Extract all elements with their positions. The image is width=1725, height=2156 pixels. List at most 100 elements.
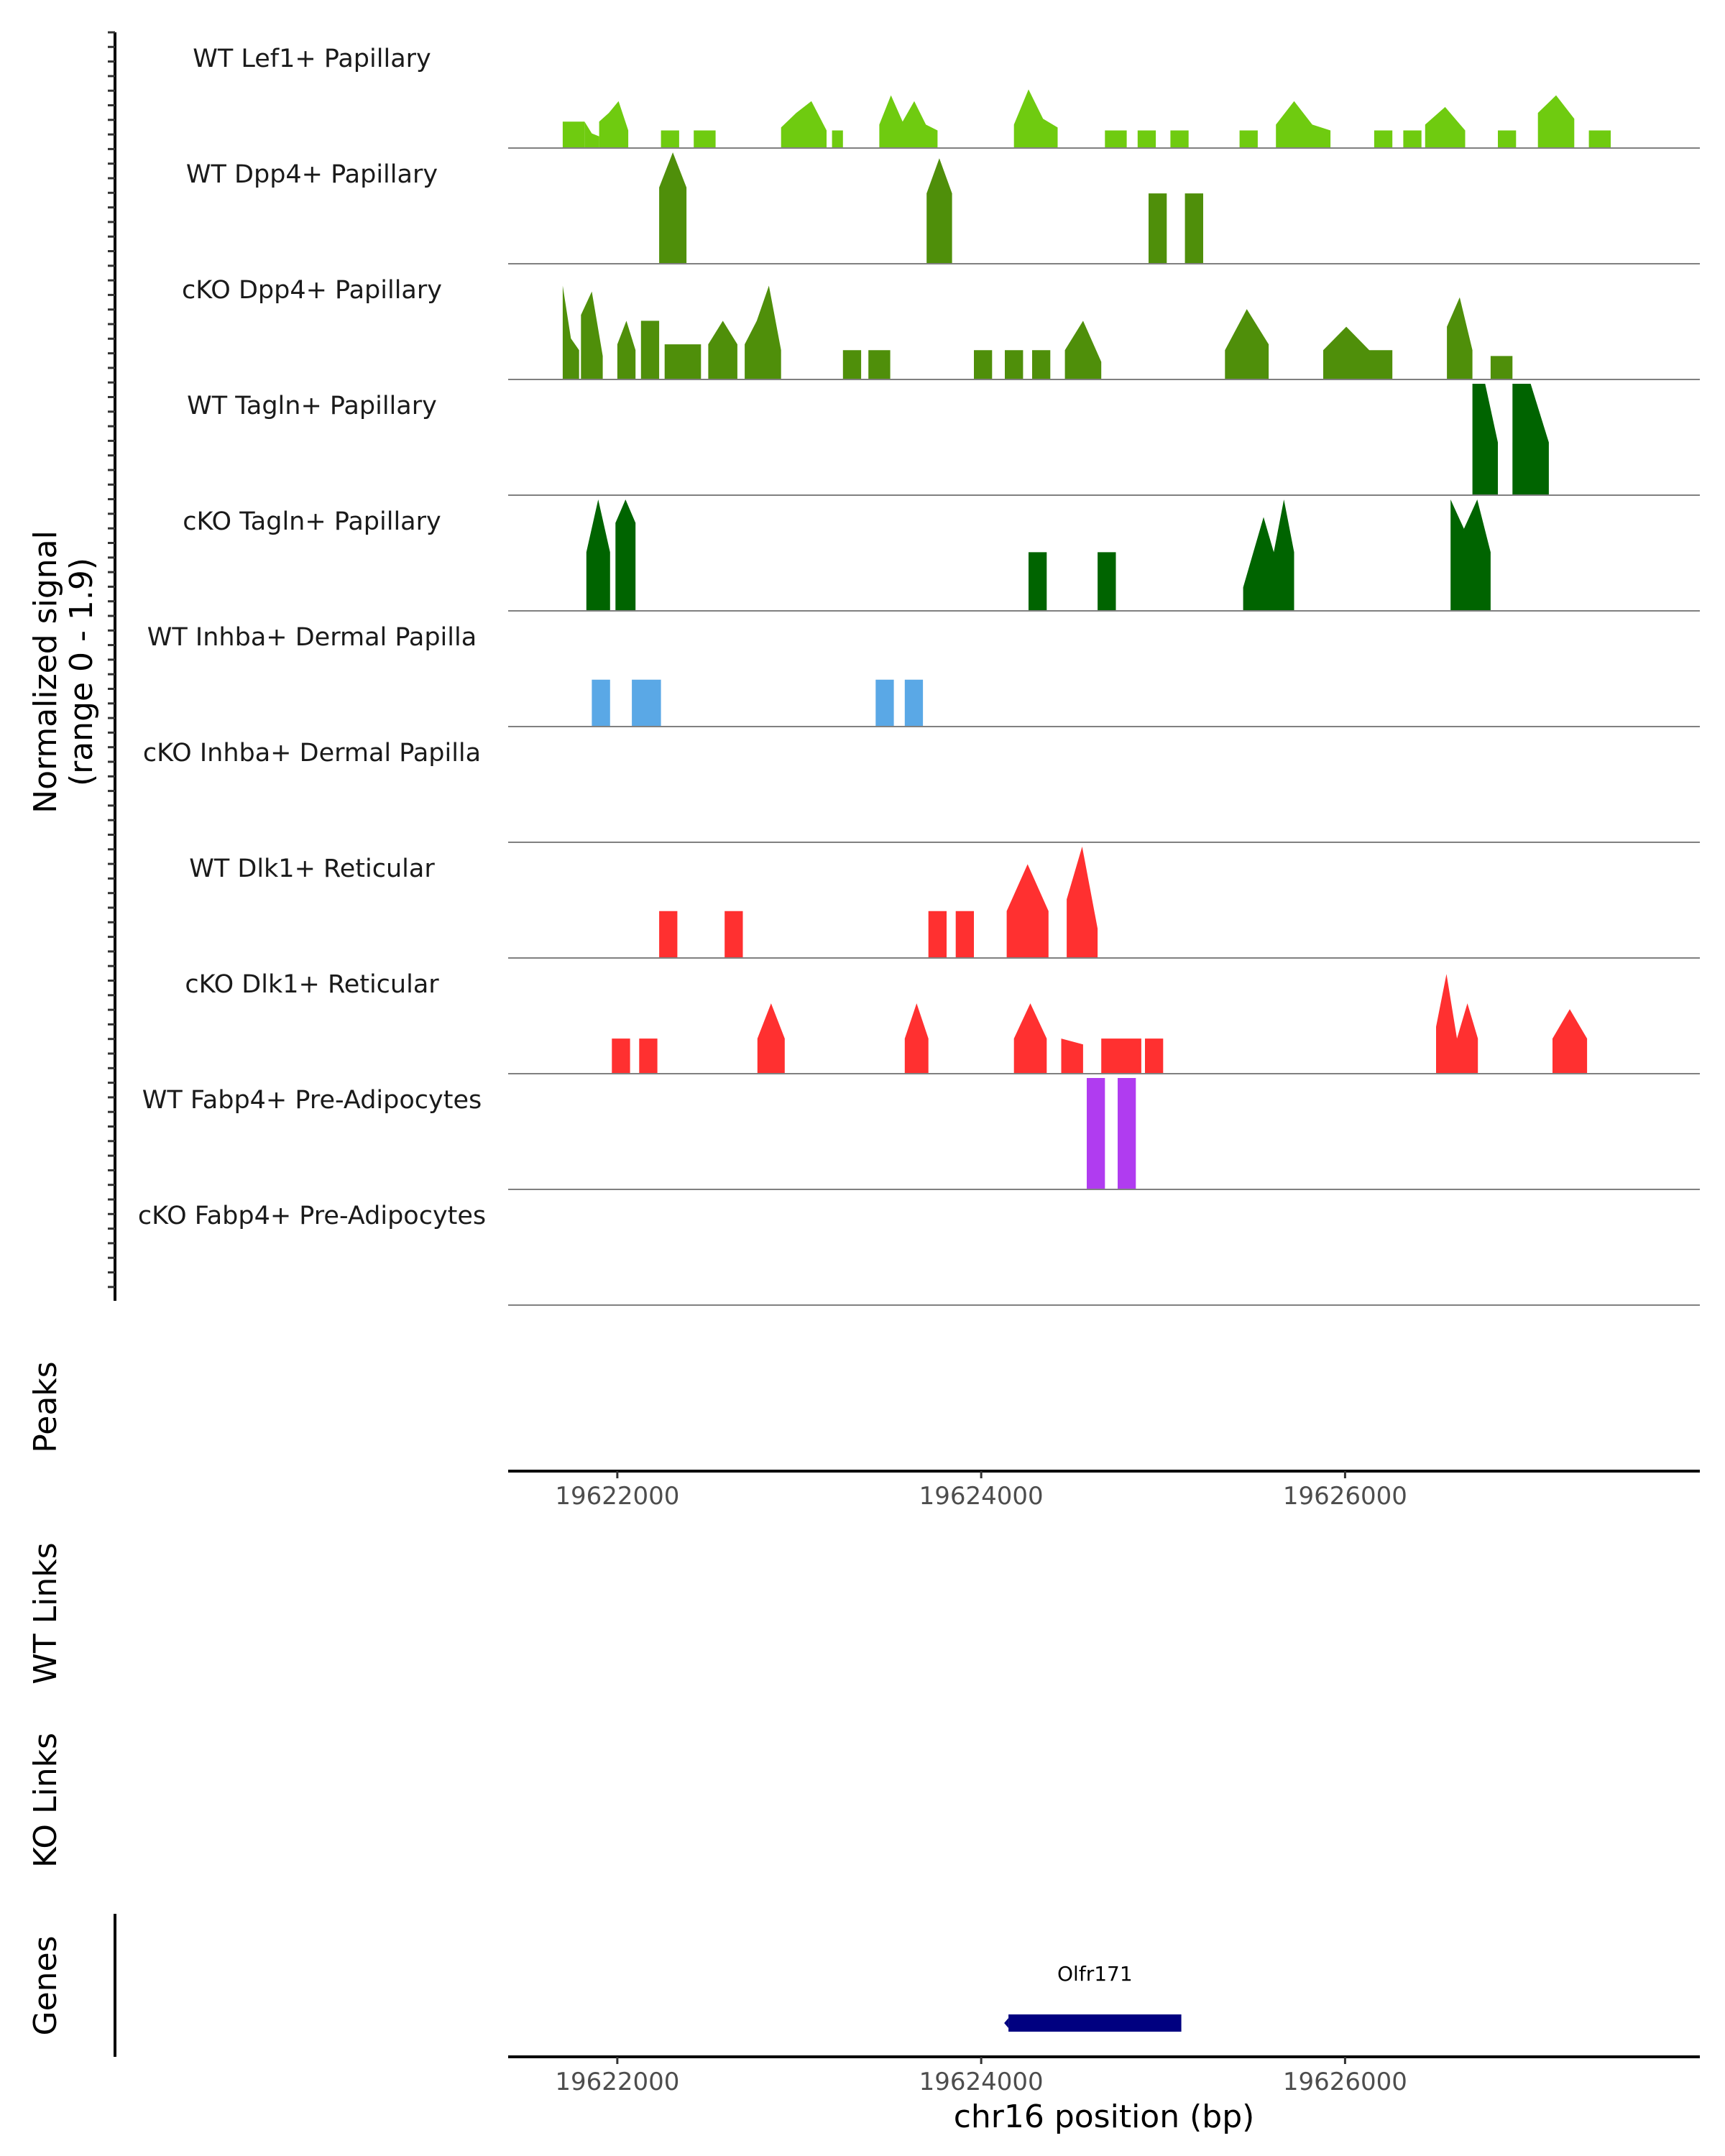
coverage-peak bbox=[1029, 552, 1047, 611]
coverage-peak bbox=[842, 350, 862, 379]
coverage-peak bbox=[615, 499, 636, 611]
x-axis-tick-label: 19624000 bbox=[919, 2068, 1044, 2096]
coverage-peak bbox=[694, 130, 716, 148]
coverage-peak bbox=[1149, 193, 1167, 264]
track: cKO Tagln+ Papillary bbox=[183, 499, 1700, 612]
coverage-peak bbox=[1588, 130, 1611, 148]
coverage-peak bbox=[1537, 95, 1575, 148]
coverage-peak bbox=[1098, 552, 1116, 611]
ko-links-panel-title: KO Links bbox=[27, 1733, 64, 1868]
track-label: cKO Dlk1+ Reticular bbox=[185, 970, 439, 999]
coverage-peak bbox=[745, 285, 781, 379]
coverage-peak bbox=[1118, 1078, 1136, 1189]
wt-links-panel-title: WT Links bbox=[27, 1542, 64, 1684]
coverage-peak bbox=[1552, 1009, 1588, 1074]
coverage-peak bbox=[1403, 130, 1422, 148]
track-label: WT Lef1+ Papillary bbox=[193, 45, 431, 73]
coverage-peak bbox=[757, 1003, 785, 1074]
coverage-peak bbox=[1145, 1038, 1164, 1074]
gene-strand-arrow bbox=[1004, 2018, 1009, 2028]
coverage-peak bbox=[586, 499, 610, 611]
coverage-peak bbox=[974, 350, 993, 379]
coverage-peak bbox=[1450, 499, 1491, 611]
coverage-peak bbox=[1013, 89, 1058, 148]
x-axis-tick-label: 19624000 bbox=[919, 1482, 1044, 1511]
track-label: cKO Dpp4+ Papillary bbox=[182, 276, 442, 305]
track: cKO Fabp4+ Pre-Adipocytes bbox=[138, 1202, 1700, 1306]
coverage-peak bbox=[1064, 321, 1102, 379]
genes-panel-title: Genes bbox=[27, 1935, 64, 2035]
coverage-peak bbox=[1105, 130, 1127, 148]
coverage-peak bbox=[1184, 193, 1203, 264]
track: cKO Dlk1+ Reticular bbox=[185, 970, 1700, 1074]
coverage-peak bbox=[562, 121, 585, 148]
track-label: WT Tagln+ Papillary bbox=[187, 392, 437, 420]
coverage-peak bbox=[581, 291, 603, 379]
coverage-peak bbox=[1323, 326, 1393, 379]
coverage-peak bbox=[1032, 350, 1051, 379]
coverage-peak bbox=[664, 344, 702, 379]
coverage-peak bbox=[592, 679, 610, 727]
track-label: WT Inhba+ Dermal Papilla bbox=[147, 623, 477, 652]
y-axis-ticks bbox=[108, 31, 115, 1289]
coverage-peak bbox=[832, 130, 843, 148]
coverage-peak bbox=[1101, 1038, 1141, 1074]
coverage-peak bbox=[1067, 847, 1098, 958]
coverage-peak bbox=[661, 130, 679, 148]
coverage-peak bbox=[781, 101, 827, 148]
coverage-peak bbox=[708, 321, 737, 379]
peaks-x-axis-ticks: 19622000 19624000 19626000 bbox=[555, 1471, 1407, 1511]
track-label: WT Fabp4+ Pre-Adipocytes bbox=[142, 1086, 482, 1115]
coverage-peak bbox=[875, 679, 894, 727]
track-label: cKO Fabp4+ Pre-Adipocytes bbox=[138, 1202, 486, 1230]
coverage-peak bbox=[1425, 106, 1466, 148]
coverage-peak bbox=[1447, 297, 1473, 379]
coverage-peak bbox=[1243, 499, 1294, 611]
coverage-peak bbox=[1512, 384, 1549, 495]
track: WT Dpp4+ Papillary bbox=[186, 152, 1700, 264]
coverage-peak bbox=[1013, 1003, 1047, 1074]
track: WT Tagln+ Papillary bbox=[187, 384, 1700, 496]
x-axis-tick-label: 19626000 bbox=[1283, 1482, 1407, 1511]
coverage-peak bbox=[1225, 309, 1269, 379]
track-label: WT Dlk1+ Reticular bbox=[189, 854, 435, 883]
y-axis-title-line1: Normalized signal bbox=[27, 530, 64, 814]
coverage-peak bbox=[617, 321, 636, 379]
coverage-peak bbox=[1239, 130, 1258, 148]
coverage-peak bbox=[584, 121, 599, 148]
coverage-peak bbox=[640, 321, 660, 379]
coverage-peak bbox=[1006, 864, 1049, 958]
x-axis-tick-label: 19622000 bbox=[555, 1482, 679, 1511]
gene-label: Olfr171 bbox=[1057, 1962, 1133, 1986]
coverage-peak bbox=[1061, 1038, 1083, 1074]
coverage-peak bbox=[1490, 356, 1513, 379]
coverage-peak bbox=[868, 350, 891, 379]
x-axis-title: chr16 position (bp) bbox=[954, 2099, 1255, 2135]
y-axis-title-line2: (range 0 - 1.9) bbox=[63, 558, 100, 786]
genes-x-axis-ticks: 19622000 19624000 19626000 bbox=[555, 2057, 1407, 2096]
track: WT Lef1+ Papillary bbox=[193, 45, 1700, 149]
track-label: cKO Inhba+ Dermal Papilla bbox=[143, 739, 481, 768]
coverage-peak bbox=[1276, 101, 1331, 148]
track: cKO Inhba+ Dermal Papilla bbox=[143, 739, 1700, 843]
x-axis-tick-label: 19622000 bbox=[555, 2068, 679, 2096]
coverage-tracks: WT Lef1+ Papillary WT Dpp4+ Papillary cKO … bbox=[138, 45, 1700, 1306]
peaks-panel-title: Peaks bbox=[27, 1361, 64, 1452]
x-axis-tick-label: 19626000 bbox=[1283, 2068, 1407, 2096]
coverage-peak bbox=[1498, 130, 1517, 148]
coverage-peak bbox=[1005, 350, 1024, 379]
coverage-peak bbox=[1374, 130, 1393, 148]
coverage-peak bbox=[955, 911, 974, 958]
coverage-peak bbox=[904, 1003, 929, 1074]
gene-annotations: Olfr171 bbox=[1004, 1962, 1182, 2032]
coverage-peak bbox=[659, 911, 678, 958]
coverage-peak bbox=[1436, 974, 1478, 1074]
coverage-peak bbox=[1472, 384, 1498, 495]
track: cKO Dpp4+ Papillary bbox=[182, 276, 1700, 380]
coverage-peak bbox=[612, 1038, 630, 1074]
coverage-peak bbox=[724, 911, 743, 958]
track-label: WT Dpp4+ Papillary bbox=[186, 160, 438, 189]
coverage-peak bbox=[1087, 1078, 1105, 1189]
gene-body bbox=[1008, 2014, 1182, 2032]
